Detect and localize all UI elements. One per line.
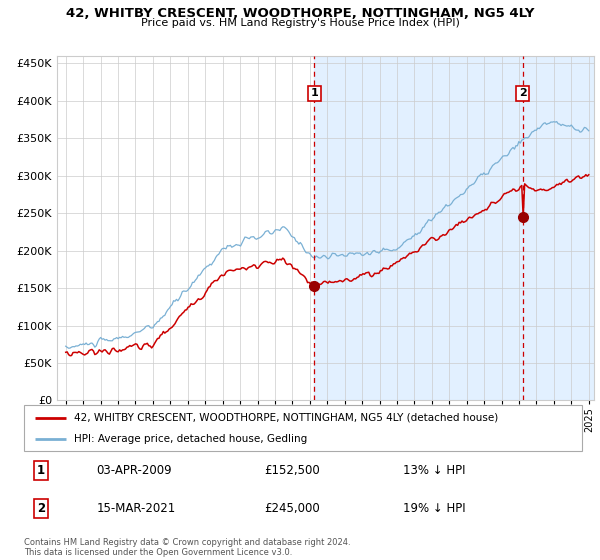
Text: 19% ↓ HPI: 19% ↓ HPI (403, 502, 466, 515)
Bar (314, 56, 600, 400)
Text: 15-MAR-2021: 15-MAR-2021 (97, 502, 176, 515)
Text: £152,500: £152,500 (264, 464, 320, 477)
Text: Price paid vs. HM Land Registry's House Price Index (HPI): Price paid vs. HM Land Registry's House … (140, 18, 460, 29)
Text: HPI: Average price, detached house, Gedling: HPI: Average price, detached house, Gedl… (74, 435, 307, 444)
Text: 1: 1 (37, 464, 45, 477)
Text: 42, WHITBY CRESCENT, WOODTHORPE, NOTTINGHAM, NG5 4LY: 42, WHITBY CRESCENT, WOODTHORPE, NOTTING… (66, 7, 534, 20)
Text: 2: 2 (518, 88, 526, 99)
FancyBboxPatch shape (24, 405, 582, 451)
Text: £245,000: £245,000 (264, 502, 320, 515)
Text: 1: 1 (310, 88, 318, 99)
Text: 13% ↓ HPI: 13% ↓ HPI (403, 464, 466, 477)
Text: Contains HM Land Registry data © Crown copyright and database right 2024.
This d: Contains HM Land Registry data © Crown c… (24, 538, 350, 557)
Text: 42, WHITBY CRESCENT, WOODTHORPE, NOTTINGHAM, NG5 4LY (detached house): 42, WHITBY CRESCENT, WOODTHORPE, NOTTING… (74, 413, 499, 423)
Text: 03-APR-2009: 03-APR-2009 (97, 464, 172, 477)
Text: 2: 2 (37, 502, 45, 515)
